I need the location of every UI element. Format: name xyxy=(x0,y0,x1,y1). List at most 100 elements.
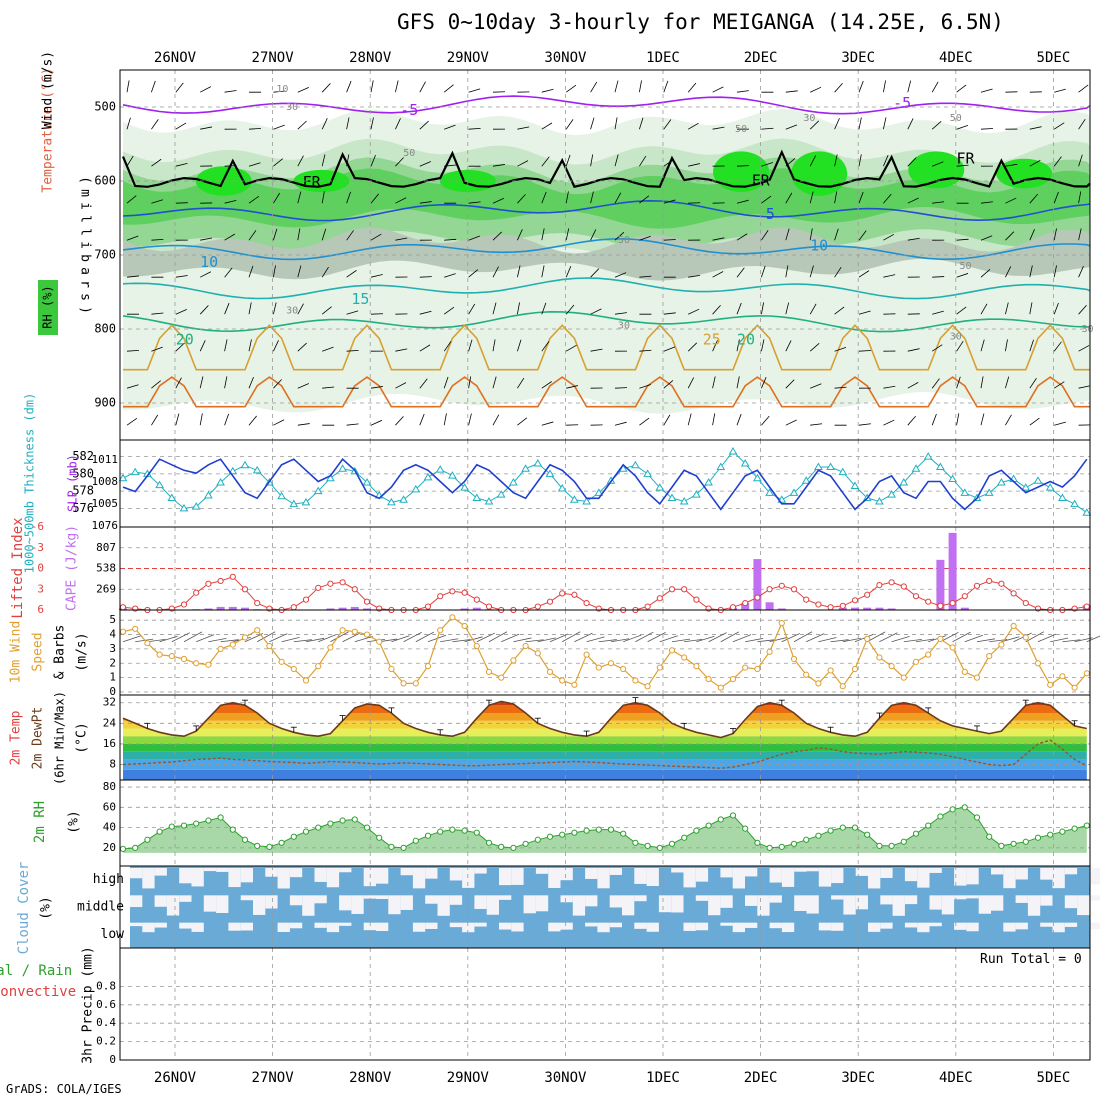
thickness-marker xyxy=(643,469,652,477)
ylabel-wind-4: (m/s) xyxy=(75,632,90,671)
wind-barb-10m xyxy=(574,632,593,643)
wind-barb xyxy=(736,233,748,241)
cloud-gap xyxy=(425,922,438,929)
thickness-marker xyxy=(387,497,396,506)
li-marker xyxy=(571,591,578,598)
ylabel-precip-conv: Convective xyxy=(0,984,76,1000)
date-label-bottom: 1DEC xyxy=(646,1070,680,1086)
wind-barb xyxy=(907,237,920,241)
wind-barb xyxy=(175,342,185,352)
wind-barb xyxy=(614,421,627,426)
li-marker xyxy=(461,589,468,596)
thickness-marker xyxy=(118,473,128,482)
wind-barb xyxy=(785,419,797,426)
wind-barb-10m xyxy=(915,638,935,643)
cloud-gap xyxy=(130,868,143,879)
wind-barb-10m xyxy=(1086,635,1100,643)
wind-speed-marker xyxy=(376,638,383,645)
wind-barb xyxy=(297,342,307,352)
wind-barb xyxy=(199,340,206,352)
wind-barb xyxy=(248,162,261,167)
contour-label: 50 xyxy=(403,148,415,159)
wind-barb xyxy=(492,339,496,352)
wind-barb xyxy=(468,303,476,315)
wind-barb xyxy=(614,117,618,130)
rh2m-marker xyxy=(693,827,700,834)
cloud-gap xyxy=(240,922,253,931)
wind-barb xyxy=(809,120,820,130)
precip-tick: 0.4 xyxy=(96,1016,116,1029)
rh2m-marker xyxy=(827,827,834,834)
wind-speed-marker xyxy=(351,628,358,635)
wind-barb xyxy=(687,342,698,352)
slp-line xyxy=(122,458,1088,511)
slp-tick: 1005 xyxy=(92,497,119,510)
contour-label: 50 xyxy=(618,235,630,246)
thickness-tick: 582 xyxy=(72,449,94,463)
wind-barb xyxy=(419,81,426,93)
cloud-gap xyxy=(695,868,709,882)
contour-label: 5 xyxy=(766,205,775,223)
wind-barb xyxy=(858,230,867,241)
rh2m-marker xyxy=(559,831,566,838)
wind-barb xyxy=(565,344,577,352)
rh-tick: 20 xyxy=(103,841,116,854)
wind-barb xyxy=(785,379,795,389)
wind-tick: 3 xyxy=(109,642,116,655)
rh2m-marker xyxy=(851,824,859,831)
wind-barb-10m xyxy=(562,631,581,643)
cloud-gap xyxy=(363,922,376,931)
cloud-gap xyxy=(289,868,303,878)
wind-speed-marker xyxy=(180,655,188,663)
rh2m-marker xyxy=(668,840,676,847)
wind-barb xyxy=(834,82,843,93)
wind-barb xyxy=(614,80,619,93)
rh2m-marker xyxy=(351,816,358,823)
wind-barb xyxy=(639,349,652,352)
wind-barb xyxy=(761,230,769,241)
contour-label: 50 xyxy=(735,124,747,135)
cloud-gap xyxy=(179,868,192,884)
wind-barb xyxy=(931,378,940,389)
wind-barb xyxy=(468,88,481,93)
thickness-marker xyxy=(484,496,494,505)
wind-barb xyxy=(224,233,236,241)
cloud-gap xyxy=(720,895,733,908)
wind-speed-marker xyxy=(510,657,517,664)
wind-barb xyxy=(321,306,332,315)
wind-barb xyxy=(1005,414,1012,426)
wind-barb xyxy=(541,265,545,278)
wind-barb xyxy=(370,154,376,167)
cloud-gap xyxy=(609,868,622,875)
wind-barb xyxy=(126,235,139,241)
wind-speed-marker xyxy=(973,674,981,681)
wind-speed-marker xyxy=(754,665,761,673)
li-marker xyxy=(815,601,822,608)
rh2m-marker xyxy=(973,814,981,821)
cloud-gap xyxy=(1064,922,1078,927)
wind-barb xyxy=(932,310,944,315)
thickness-marker xyxy=(997,478,1006,486)
thickness-tick: 576 xyxy=(72,501,94,515)
li-marker xyxy=(888,579,895,586)
li-marker xyxy=(1010,590,1017,597)
wind-barb xyxy=(687,122,699,130)
rh2m-marker xyxy=(717,816,724,823)
date-label-bottom: 5DEC xyxy=(1037,1070,1071,1086)
wind-barb xyxy=(273,192,281,204)
cloud-gap xyxy=(868,922,881,932)
wind-barb xyxy=(175,309,187,315)
wind-barb xyxy=(199,376,204,389)
rh2m-marker xyxy=(266,843,273,850)
wind-barb xyxy=(126,349,139,352)
ylabel-thickness: 1000~500mb Thickness (dm) xyxy=(23,393,37,574)
li-marker xyxy=(534,603,541,610)
cloud-gap xyxy=(1052,922,1065,933)
rh2m-marker xyxy=(620,830,627,837)
wind-barb xyxy=(956,164,969,167)
cloud-gap xyxy=(1040,895,1053,906)
rh2m-marker xyxy=(278,839,285,846)
wind-barb xyxy=(1054,421,1066,426)
wind-barb xyxy=(834,191,838,204)
wind-barb xyxy=(419,413,425,426)
